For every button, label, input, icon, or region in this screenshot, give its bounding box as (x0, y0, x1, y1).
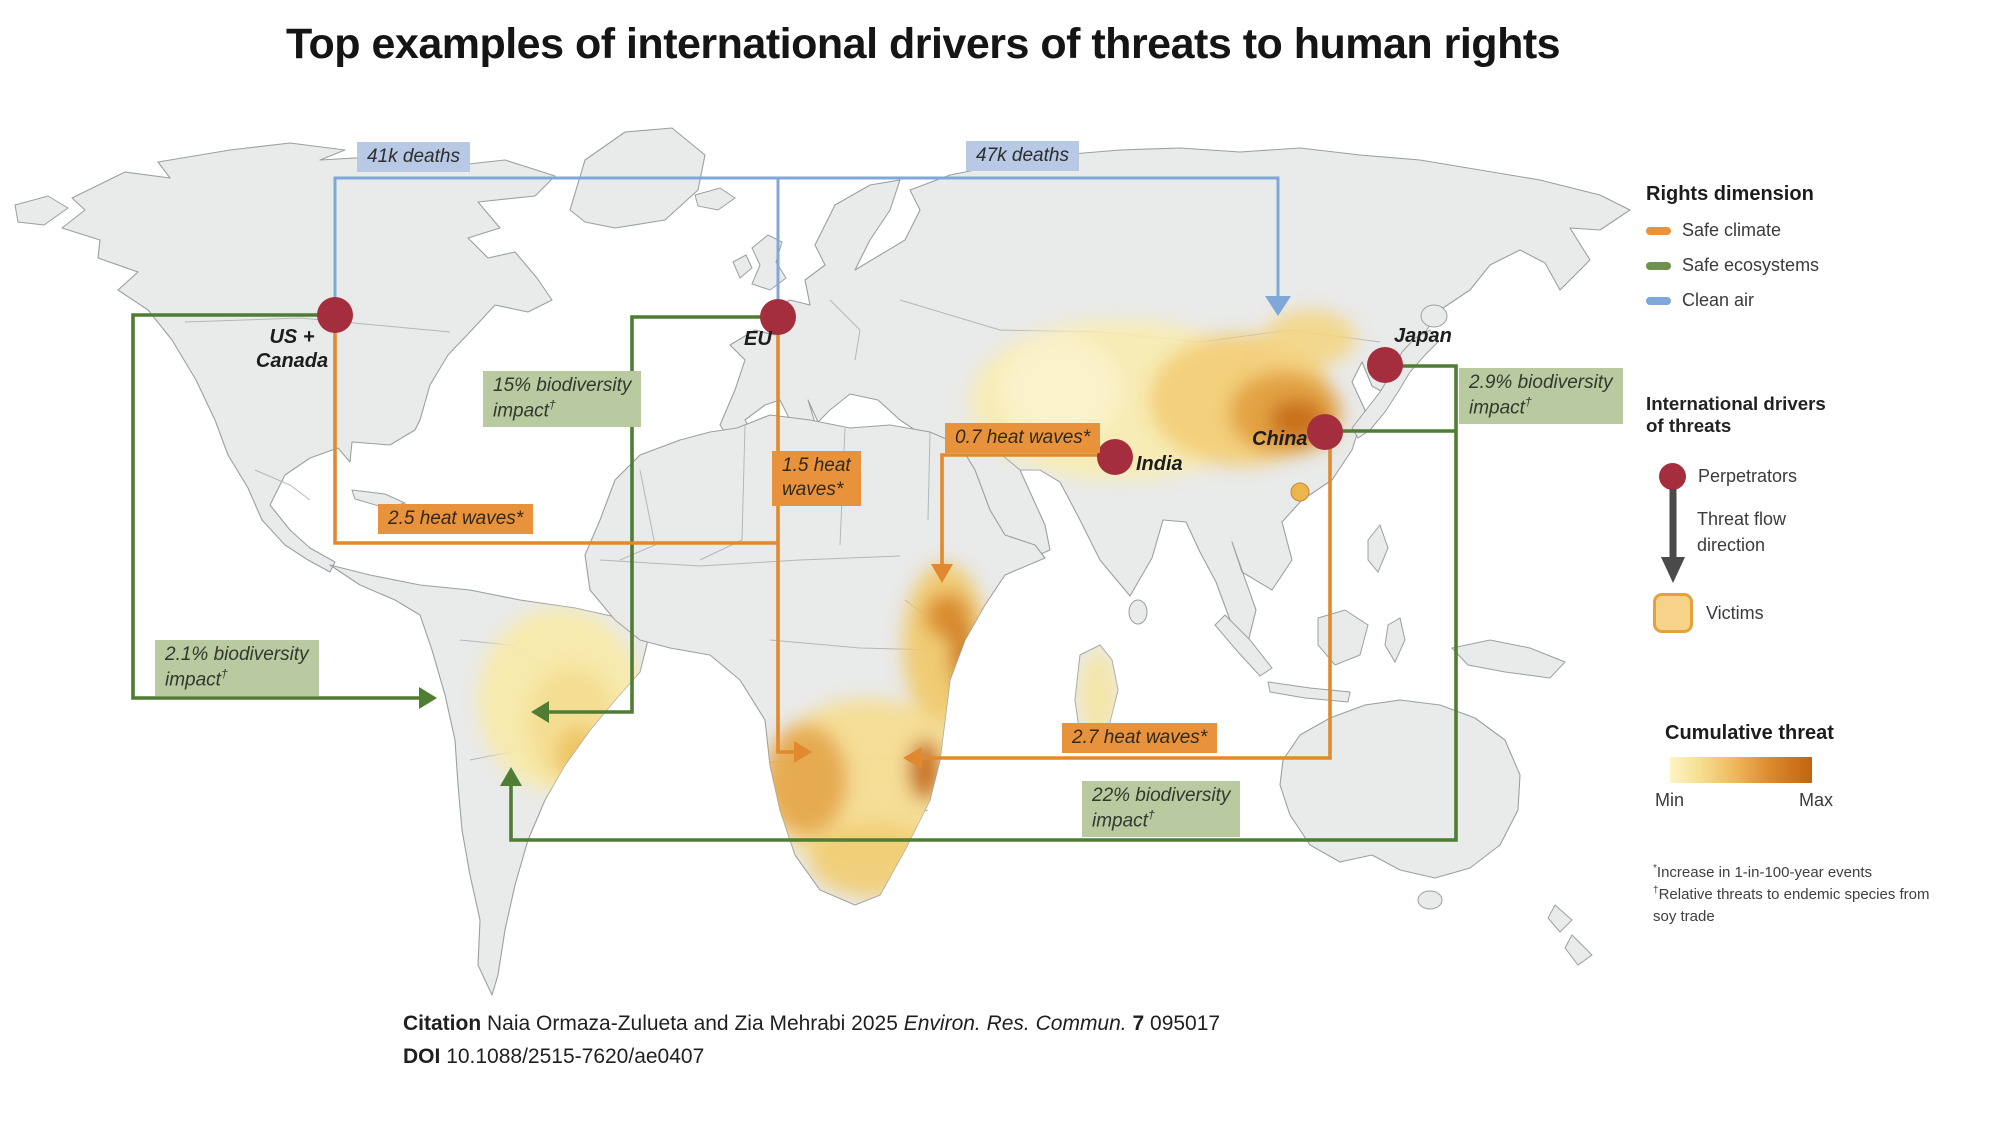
perpetrator-dot-japan (1367, 347, 1403, 383)
citation: Citation Naia Ormaza-Zulueta and Zia Meh… (403, 1008, 1220, 1073)
footnotes: *Increase in 1-in-100-year events †Relat… (1653, 862, 1953, 927)
flow-lines-clean-air (333, 176, 1291, 317)
citation-authors: Naia Ormaza-Zulueta and Zia Mehrabi 2025 (487, 1012, 898, 1035)
citation-volume: 7 (1132, 1012, 1145, 1035)
asterisk-symbol: * (1653, 863, 1657, 874)
perpetrator-dot-icon (1659, 462, 1686, 490)
flow-label-2-1pct-line2: impact (165, 669, 221, 691)
legend-item-safe-climate: Safe climate (1646, 220, 1986, 241)
legend-item-clean-air: Clean air (1646, 290, 1986, 311)
flow-label-2-7-heat-waves: 2.7 heat waves* (1062, 723, 1218, 754)
legend-item-label: Safe ecosystems (1682, 255, 1820, 275)
flow-label-15pct-biodiversity: 15% biodiversity impact† (483, 371, 642, 427)
flow-label-2-1pct-line1: 2.1% biodiversity (165, 644, 309, 665)
flow-label-22pct-line1: 22% biodiversity (1092, 785, 1231, 806)
flow-label-1-5-line2: waves* (782, 479, 844, 501)
perpetrator-dot-india (1097, 439, 1133, 475)
flow-label-1-5-line1: 1.5 heat (782, 455, 851, 476)
country-label-us-line1: US + (269, 326, 315, 348)
legend-international-drivers: International drivers of threats Perpetr… (1646, 374, 1986, 490)
safe-ecosystems-swatch-icon (1646, 261, 1671, 270)
country-label-india: India (1136, 453, 1183, 475)
threat-flow-line2: direction (1697, 535, 1766, 556)
dagger-symbol: † (220, 667, 228, 682)
flow-label-15pct-line2: impact (493, 400, 549, 422)
legend-perpetrators-label: Perpetrators (1698, 465, 1798, 486)
dagger-symbol: † (1653, 884, 1659, 896)
flow-label-15pct-line1: 15% biodiversity (493, 375, 632, 396)
country-label-us-line2: Canada (255, 350, 329, 372)
continent-north-america (14, 142, 556, 573)
legend-threat-flow-label: Threat flow direction (1697, 506, 1786, 558)
country-label-china: China (1252, 428, 1308, 450)
dagger-symbol: † (548, 398, 556, 413)
gradient-min-label: Min (1655, 790, 1685, 810)
flow-label-22pct-line2: impact (1092, 810, 1148, 832)
footnote-text: Relative threats to endemic species from… (1653, 885, 1930, 925)
perpetrator-dot-us-canada (317, 297, 353, 333)
legend-victims: Victims (1653, 593, 1764, 633)
doi-value: 10.1088/2515-7620/ae0407 (446, 1044, 705, 1068)
legend-item-label: Clean air (1682, 290, 1755, 310)
flow-label-47k-deaths: 47k deaths (966, 141, 1079, 172)
gradient-max-label: Max (1799, 790, 1834, 810)
country-label-japan: Japan (1394, 325, 1452, 347)
legend-victims-label: Victims (1706, 602, 1764, 623)
hainan-heat-spot (1290, 482, 1310, 502)
flow-label-2-9pct-line2: impact (1469, 397, 1525, 419)
legend-drivers-title-line1: International drivers (1646, 392, 1826, 414)
legend-cumulative-threat: Cumulative threat (1665, 722, 1834, 745)
country-label-us-canada: US + Canada (246, 325, 338, 373)
legend-drivers-title: International drivers of threats (1646, 393, 1986, 437)
safe-climate-swatch-icon (1646, 226, 1671, 235)
dagger-symbol: † (1147, 808, 1155, 823)
flow-lines-safe-ecosystems (131, 313, 1458, 842)
flow-label-2-5-heat-waves: 2.5 heat waves* (378, 504, 534, 535)
legend-cumulative-title: Cumulative threat (1665, 722, 1834, 744)
flow-label-22pct-biodiversity: 22% biodiversity impact† (1082, 781, 1241, 837)
dagger-symbol: † (1524, 395, 1532, 410)
citation-journal: Environ. Res. Commun. (903, 1012, 1127, 1035)
country-label-eu: EU (744, 328, 772, 350)
flow-label-2-9pct-biodiversity: 2.9% biodiversity impact† (1459, 368, 1623, 424)
legend-drivers-title-line2: of threats (1646, 414, 1732, 436)
citation-label: Citation (403, 1012, 482, 1035)
flow-label-2-9pct-line1: 2.9% biodiversity (1469, 372, 1613, 393)
flow-label-41k-deaths: 41k deaths (357, 142, 470, 173)
doi-label: DOI (403, 1044, 441, 1068)
clean-air-swatch-icon (1646, 296, 1671, 305)
legend-perpetrators: Perpetrators (1646, 462, 1986, 490)
flow-label-1-5-heat-waves: 1.5 heat waves* (772, 451, 861, 506)
perpetrator-dot-china (1307, 414, 1343, 450)
page-title: Top examples of international drivers of… (285, 20, 1561, 68)
flow-label-0-7-heat-waves: 0.7 heat waves* (945, 423, 1101, 454)
legend-rights-title: Rights dimension (1646, 183, 1814, 205)
cumulative-threat-gradient-bar (1670, 757, 1812, 783)
footnote-biodiversity: †Relative threats to endemic species fro… (1653, 884, 1953, 928)
threat-flow-line1: Threat flow (1697, 509, 1787, 529)
legend-item-label: Safe climate (1682, 220, 1782, 240)
perpetrator-dot-eu (760, 299, 796, 335)
continent-australia (1279, 699, 1593, 966)
victims-square-icon (1653, 593, 1693, 633)
citation-article-number: 095017 (1150, 1012, 1221, 1035)
legend-item-safe-ecosystems: Safe ecosystems (1646, 255, 1986, 276)
threat-flow-arrow-icon (1661, 489, 1685, 583)
perpetrator-dots (317, 297, 1403, 475)
footnote-heat-waves: *Increase in 1-in-100-year events (1653, 862, 1953, 884)
footnote-text: Increase in 1-in-100-year events (1656, 864, 1873, 881)
flow-label-2-1pct-biodiversity: 2.1% biodiversity impact† (155, 640, 319, 696)
legend-rights-dimension: Rights dimension Safe climate Safe ecosy… (1646, 182, 1986, 311)
